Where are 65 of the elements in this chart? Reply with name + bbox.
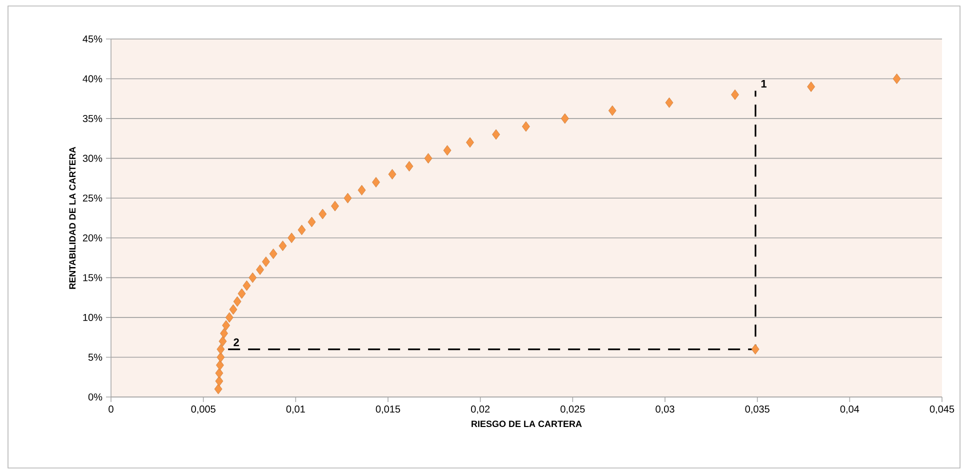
x-tick-label: 0,02 <box>471 406 490 414</box>
point <box>229 304 238 315</box>
point <box>215 376 224 386</box>
point <box>256 264 264 275</box>
point <box>522 121 530 132</box>
point <box>751 344 760 354</box>
point <box>248 272 257 283</box>
point <box>262 256 270 267</box>
x-tick-label: 0 <box>108 406 114 413</box>
point <box>278 240 287 252</box>
point <box>216 352 225 362</box>
point <box>807 82 816 92</box>
point <box>225 312 234 323</box>
point <box>308 216 316 228</box>
point <box>405 161 414 172</box>
point <box>233 296 242 307</box>
point <box>560 113 569 124</box>
y-tick-label: 5% <box>88 354 102 361</box>
point <box>318 208 327 220</box>
point <box>492 129 500 140</box>
point <box>466 137 474 148</box>
y-axis-title: RENTABILIDAD DE LA CARTERA <box>69 146 76 289</box>
x-tick-label: 0,04 <box>840 406 860 414</box>
x-tick-label: 0,01 <box>286 406 305 414</box>
annotation: 1 <box>761 80 766 88</box>
point <box>298 224 306 236</box>
point <box>216 344 225 354</box>
point <box>216 360 224 370</box>
point <box>331 200 339 212</box>
y-tick-label: 0% <box>88 393 102 401</box>
y-tick-label: 20% <box>82 234 102 242</box>
x-tick-label: 0,005 <box>191 406 216 414</box>
y-tick-label: 25% <box>82 194 102 202</box>
point <box>443 145 452 156</box>
y-tick-label: 45% <box>82 35 102 43</box>
point <box>388 169 396 180</box>
x-tick-label: 0,03 <box>656 406 674 414</box>
point <box>220 328 228 339</box>
y-tick-label: 10% <box>83 314 102 321</box>
point <box>242 280 251 291</box>
point <box>222 320 230 331</box>
annotation: 2 <box>234 338 239 346</box>
point <box>218 336 227 347</box>
point <box>424 153 432 164</box>
y-tick-label: 40% <box>82 75 102 82</box>
x-axis-title: RIESGO DE LA CARTERA <box>472 420 582 428</box>
point <box>215 368 224 378</box>
point <box>731 89 739 100</box>
point <box>214 384 222 394</box>
x-tick-label: 0,045 <box>930 406 954 414</box>
y-tick-label: 35% <box>82 115 102 122</box>
point <box>344 192 352 204</box>
x-tick-label: 0,025 <box>560 406 585 414</box>
y-tick-label: 30% <box>82 154 102 162</box>
point <box>892 74 901 84</box>
y-tick-label: 15% <box>83 274 102 282</box>
x-tick-label: 0,015 <box>376 406 400 414</box>
point <box>372 177 380 188</box>
point <box>358 184 366 196</box>
point <box>288 232 296 244</box>
x-tick-label: 0,035 <box>745 406 770 414</box>
point <box>665 97 674 108</box>
point <box>269 248 278 259</box>
point <box>238 288 246 299</box>
point <box>608 105 616 116</box>
